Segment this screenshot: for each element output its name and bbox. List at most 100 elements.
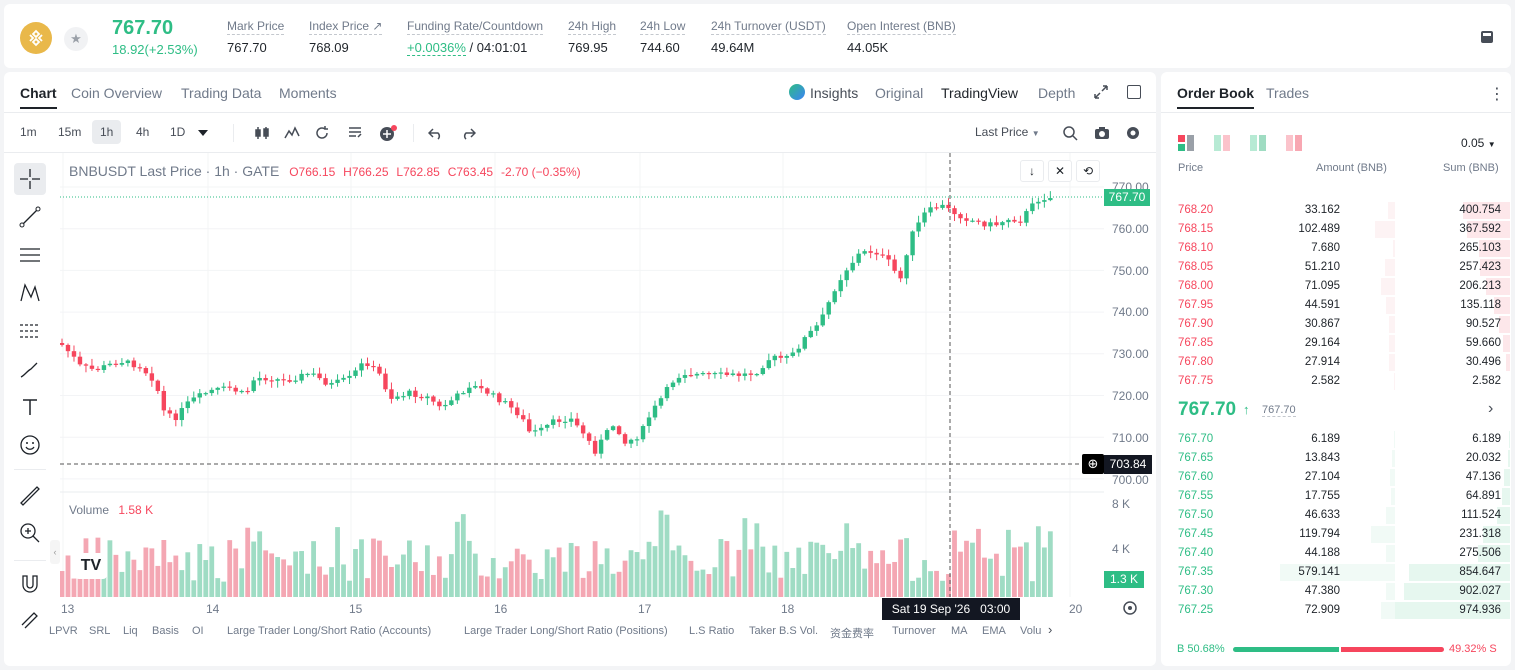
interval-15m[interactable]: 15m — [58, 125, 82, 139]
settings-gear-icon[interactable] — [1125, 125, 1141, 141]
screenshot-camera-icon[interactable] — [1094, 125, 1110, 141]
ask-row[interactable]: 767.75 2.582 2.582 — [1170, 372, 1510, 391]
tab-moments[interactable]: Moments — [279, 85, 337, 101]
volume-bar — [640, 559, 646, 597]
tab-trading-data[interactable]: Trading Data — [181, 85, 262, 101]
expand-icon[interactable] — [1094, 85, 1108, 104]
indicators-icon[interactable] — [284, 125, 300, 141]
bid-row[interactable]: 767.25 72.909 974.936 — [1170, 601, 1510, 620]
favorite-star-icon[interactable]: ★ — [64, 27, 88, 51]
text-tool-icon[interactable] — [14, 391, 46, 423]
notebook-icon[interactable] — [1478, 28, 1496, 46]
pattern-tool-icon[interactable] — [14, 277, 46, 309]
indicator-taker-vol[interactable]: Taker B.S Vol. — [749, 625, 819, 637]
depth-tab[interactable]: Depth — [1038, 85, 1076, 101]
chevron-right-icon[interactable]: › — [1488, 400, 1494, 417]
stat-index-price[interactable]: Index Price ↗ 768.09 — [309, 19, 383, 55]
redo-icon[interactable] — [460, 125, 477, 141]
candlestick-type-icon[interactable] — [254, 125, 270, 141]
indicator-srl[interactable]: SRL — [89, 625, 111, 637]
bid-row[interactable]: 767.50 46.633 111.524 — [1170, 506, 1510, 525]
bid-row[interactable]: 767.35 579.141 854.647 — [1170, 563, 1510, 582]
tab-trades[interactable]: Trades — [1266, 85, 1310, 101]
indicator-ls-ratio[interactable]: L.S Ratio — [689, 625, 735, 637]
chevron-down-icon[interactable] — [198, 130, 208, 136]
ask-row[interactable]: 767.90 30.867 90.527 — [1170, 315, 1510, 334]
zoom-in-icon[interactable] — [14, 517, 46, 549]
add-alert-icon[interactable] — [379, 125, 397, 141]
chevron-right-icon[interactable]: › — [1048, 622, 1053, 637]
legend-open: O766.15 — [289, 165, 336, 179]
more-menu-icon[interactable]: ⋮ — [1489, 86, 1505, 103]
magnet-icon[interactable] — [14, 568, 46, 600]
search-icon[interactable] — [1062, 125, 1078, 141]
interval-1h[interactable]: 1h — [92, 120, 122, 144]
replay-icon[interactable] — [314, 125, 330, 141]
bid-row[interactable]: 767.55 17.755 64.891 — [1170, 487, 1510, 506]
ask-row[interactable]: 767.85 29.164 59.660 — [1170, 334, 1510, 353]
volume-bar — [371, 538, 376, 597]
indicator-liq[interactable]: Liq — [123, 625, 138, 637]
indicator-volume[interactable]: Volu — [1020, 625, 1042, 637]
indicator-lpvr[interactable]: LPVR — [49, 625, 78, 637]
view-bids-asks-icon[interactable] — [1214, 135, 1232, 156]
ask-row[interactable]: 768.20 33.162 400.754 — [1170, 201, 1510, 220]
tab-coin-overview[interactable]: Coin Overview — [71, 85, 163, 101]
ask-row[interactable]: 768.15 102.489 367.592 — [1170, 220, 1510, 239]
amount-bar — [1389, 335, 1395, 352]
indicator-funding-rate[interactable]: 资金费率 — [830, 628, 874, 640]
bid-row[interactable]: 767.65 13.843 20.032 — [1170, 449, 1510, 468]
candle — [664, 384, 670, 402]
ask-row[interactable]: 768.10 7.680 265.103 — [1170, 239, 1510, 258]
ask-row[interactable]: 768.00 71.095 206.213 — [1170, 277, 1510, 296]
interval-4h[interactable]: 4h — [136, 125, 150, 139]
tab-order-book[interactable]: Order Book — [1177, 85, 1255, 109]
indicator-lt-accounts[interactable]: Large Trader Long/Short Ratio (Accounts) — [227, 625, 432, 637]
axis-settings-icon[interactable] — [1122, 600, 1138, 616]
crosshair-tool-icon[interactable] — [14, 163, 46, 195]
bid-row[interactable]: 767.40 44.188 275.506 — [1170, 544, 1510, 563]
templates-icon[interactable] — [347, 125, 363, 141]
tick-size-select[interactable]: 0.05 ▼ — [1461, 136, 1496, 150]
bid-row[interactable]: 767.45 119.794 231.318 — [1170, 525, 1510, 544]
price-type-select[interactable]: Last Price ▼ — [975, 125, 1040, 139]
tab-chart[interactable]: Chart — [20, 85, 57, 109]
candle — [712, 371, 718, 379]
scroll-down-arrow-icon[interactable]: ↓ — [1020, 160, 1044, 182]
undo-icon[interactable] — [427, 125, 444, 141]
collapse-toolbar-chevron-icon[interactable]: ‹ — [50, 540, 60, 564]
window-icon[interactable] — [1127, 85, 1141, 99]
view-both-icon[interactable] — [1178, 135, 1196, 156]
collapse-x-icon[interactable]: ✕ — [1048, 160, 1072, 182]
fit-chart-icon[interactable]: ⟲ — [1076, 160, 1100, 182]
fib-tool-icon[interactable] — [14, 239, 46, 271]
prediction-tool-icon[interactable] — [14, 315, 46, 347]
view-bids-icon[interactable] — [1250, 135, 1268, 156]
interval-1d[interactable]: 1D — [170, 125, 186, 139]
brush-tool-icon[interactable] — [14, 353, 46, 385]
interval-1m[interactable]: 1m — [20, 125, 37, 139]
ask-row[interactable]: 767.80 27.914 30.496 — [1170, 353, 1510, 372]
bid-row[interactable]: 767.30 47.380 902.027 — [1170, 582, 1510, 601]
ask-row[interactable]: 767.95 44.591 135.118 — [1170, 296, 1510, 315]
bid-row[interactable]: 767.70 6.189 6.189 — [1170, 430, 1510, 449]
bid-row[interactable]: 767.60 27.104 47.136 — [1170, 468, 1510, 487]
indicator-oi[interactable]: OI — [192, 625, 204, 637]
ruler-tool-icon[interactable] — [14, 480, 46, 512]
original-view-tab[interactable]: Original — [875, 85, 924, 101]
add-crosshair-icon[interactable]: ⊕ — [1082, 454, 1104, 474]
view-asks-icon[interactable] — [1286, 135, 1304, 156]
insights-button[interactable]: Insights — [810, 85, 859, 101]
emoji-tool-icon[interactable] — [14, 429, 46, 461]
indicator-basis[interactable]: Basis — [152, 625, 179, 637]
trendline-tool-icon[interactable] — [14, 201, 46, 233]
lock-drawing-icon[interactable] — [14, 603, 46, 631]
indicator-turnover[interactable]: Turnover — [892, 625, 936, 637]
indicator-ma[interactable]: MA — [951, 625, 968, 637]
ob-price: 768.10 — [1178, 242, 1214, 254]
indicator-lt-positions[interactable]: Large Trader Long/Short Ratio (Positions… — [464, 625, 668, 637]
ask-row[interactable]: 768.05 51.210 257.423 — [1170, 258, 1510, 277]
indicator-ema[interactable]: EMA — [982, 625, 1006, 637]
price-chart[interactable] — [60, 153, 1104, 597]
tradingview-tab[interactable]: TradingView — [941, 85, 1019, 101]
